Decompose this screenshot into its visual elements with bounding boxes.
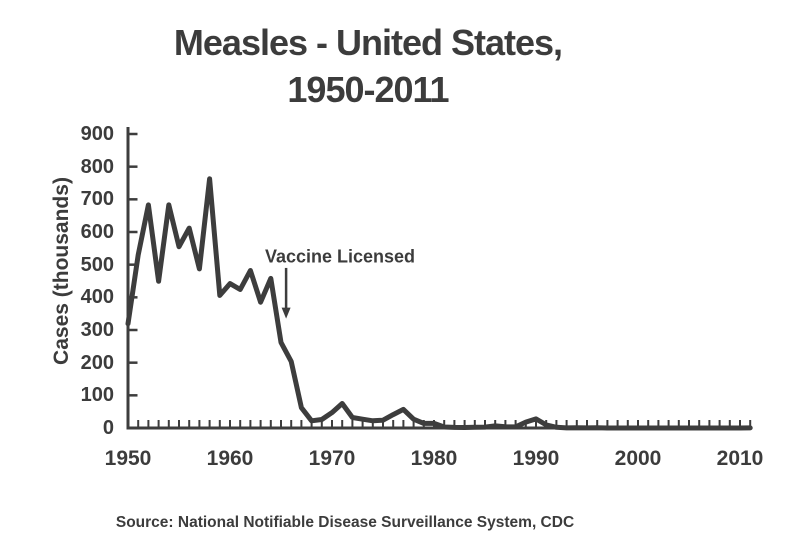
y-tick-label-700: 700 <box>80 188 114 211</box>
y-tick-label-200: 200 <box>80 351 114 374</box>
chart-title-line2: 1950-2011 <box>287 69 449 110</box>
y-tick-label-500: 500 <box>80 253 114 276</box>
measles-cases-line <box>125 176 753 431</box>
x-tick-label-2000: 2000 <box>614 447 662 470</box>
y-tick-label-800: 800 <box>80 155 114 178</box>
chart-title-line1: Measles - United States, <box>173 22 563 63</box>
y-tick-label-100: 100 <box>80 384 114 407</box>
x-tick-label-1960: 1960 <box>206 447 254 470</box>
x-tick-label-1950: 1950 <box>104 447 152 470</box>
x-tick-label-2010: 2010 <box>716 447 764 470</box>
source-attribution: Source: National Notifiable Disease Surv… <box>115 514 575 531</box>
axis-lines <box>126 127 752 430</box>
x-tick-label-1980: 1980 <box>410 447 458 470</box>
x-tick-label-1970: 1970 <box>308 447 356 470</box>
y-tick-label-0: 0 <box>102 417 114 439</box>
y-tick-label-300: 300 <box>80 319 114 341</box>
chart-title: Measles - United States, 1950-2011 <box>0 19 736 113</box>
vaccine-licensed-annotation: Vaccine Licensed <box>264 246 416 267</box>
y-tick-label-900: 900 <box>80 123 114 145</box>
x-tick-label-1990: 1990 <box>512 447 560 470</box>
y-tick-label-400: 400 <box>80 286 114 309</box>
y-tick-label-600: 600 <box>80 221 114 243</box>
annotation-arrow-head <box>281 307 291 319</box>
